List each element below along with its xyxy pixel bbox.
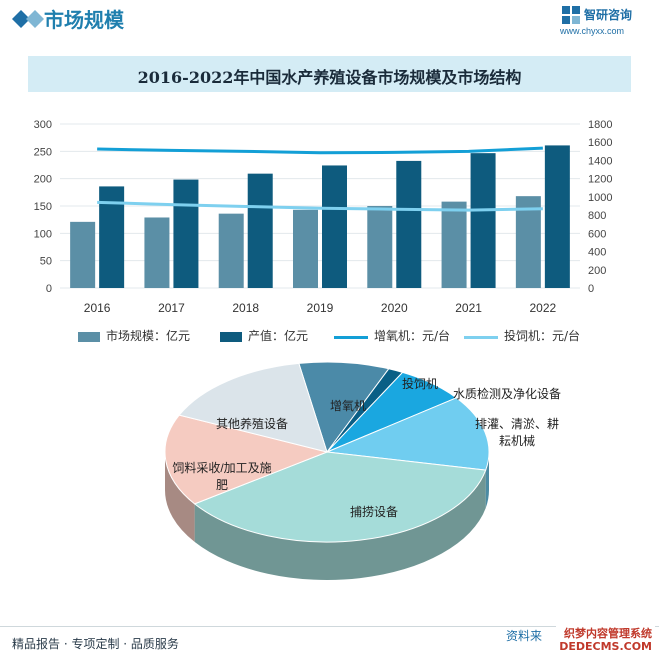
bar-market-size <box>144 217 170 288</box>
x-tick-label: 2019 <box>307 301 334 315</box>
left-axis-tick-label: 50 <box>40 256 52 268</box>
left-axis-tick-label: 100 <box>34 228 52 240</box>
pie-slice-label: 耘机械 <box>499 433 535 448</box>
line-feeder-price <box>97 200 543 212</box>
title-band <box>28 56 631 92</box>
pie-slice-label: 投饲机 <box>402 376 438 391</box>
pie-side-wall <box>165 452 195 542</box>
pie-slice-label: 饲料采收/加工及施 <box>172 461 271 475</box>
legend-label: 产值：亿元 <box>248 329 309 343</box>
x-tick-label: 2021 <box>455 301 482 315</box>
right-axis-tick-label: 600 <box>588 228 606 240</box>
right-axis-tick-label: 800 <box>588 210 606 222</box>
pie-slice <box>325 397 490 471</box>
x-tick-label: 2017 <box>158 301 185 315</box>
bar-market-size <box>293 209 318 288</box>
watermark-line: DEDECMS.COM <box>559 640 652 653</box>
pie-slice-label: 水质检测及净化设备 <box>453 386 561 401</box>
pie-slice <box>178 362 328 453</box>
watermark-line: 织梦内容管理系统 <box>564 627 652 640</box>
right-axis-tick-label: 1400 <box>588 155 612 167</box>
pie-side-wall <box>194 470 486 580</box>
right-axis-tick-label: 1000 <box>588 192 612 204</box>
pie-slice <box>193 451 487 543</box>
bar-market-size <box>70 221 96 288</box>
left-axis-tick-label: 200 <box>34 174 52 186</box>
legend-label: 投饲机：元/台 <box>504 329 581 343</box>
bar-output-value <box>396 160 422 288</box>
bar-market-size <box>515 196 541 288</box>
right-axis-tick-label: 200 <box>588 265 606 277</box>
page-header: 市场规模 智研咨询 www.chyxx.com <box>0 0 659 42</box>
pie-slice <box>298 361 390 454</box>
bar-output-value <box>322 165 347 288</box>
pie-slice-label: 肥 <box>216 478 228 492</box>
legend-label: 增氧机：元/台 <box>374 329 451 343</box>
brand-url: www.chyxx.com <box>560 26 625 36</box>
right-axis-tick-label: 1200 <box>588 174 612 186</box>
pie-slice-label: 其他养殖设备 <box>216 416 288 431</box>
pie-slice <box>164 414 329 505</box>
left-axis-tick-label: 150 <box>34 201 52 213</box>
section-title: 市场规模 <box>44 8 124 32</box>
chart-legend: 市场规模：亿元 产值：亿元 增氧机：元/台 投饲机：元/台 <box>78 327 638 345</box>
pie-slice-label: 排灌、清淤、耕 <box>475 416 559 431</box>
legend-label: 市场规模：亿元 <box>106 329 191 343</box>
section-marker-icon <box>12 10 44 28</box>
combo-chart: 0 50 100 150 200 250 300 0 200 400 600 800 1000 1200 1… <box>34 119 613 315</box>
x-tick-label: 2022 <box>530 301 557 315</box>
bar-output-value <box>544 145 570 288</box>
line-aerator-price <box>97 146 543 155</box>
footer-source: 资料来 <box>506 629 543 643</box>
legend-line <box>334 336 368 339</box>
right-axis-tick-label: 1800 <box>588 119 612 131</box>
legend-swatch <box>78 332 100 342</box>
x-tick-label: 2020 <box>381 301 408 315</box>
bar-output-value <box>247 173 273 288</box>
bar-output-value <box>470 153 496 288</box>
right-axis-tick-label: 0 <box>588 283 594 295</box>
footer-slogan: 精品报告 · 专项定制 · 品质服务 <box>12 637 179 651</box>
pie-side-wall <box>485 452 489 509</box>
brand-logo-icon <box>562 6 580 24</box>
legend-line <box>464 336 498 339</box>
pie-slice-label: 增氧机 <box>330 399 366 413</box>
page-footer: 精品报告 · 专项定制 · 品质服务 资料来 <box>0 626 659 657</box>
bar-market-size <box>441 201 467 288</box>
brand-name: 智研咨询 <box>584 8 633 22</box>
left-axis-tick-label: 0 <box>46 283 52 295</box>
pie-slice-label: 捕捞设备 <box>350 504 398 519</box>
legend-swatch <box>220 332 242 342</box>
x-tick-label: 2018 <box>232 301 259 315</box>
right-axis-tick-label: 400 <box>588 247 606 259</box>
watermark-badge: 织梦内容管理系统 DEDECMS.COM <box>556 626 655 654</box>
chart-title: 2016-2022年中国水产养殖设备市场规模及市场结构 <box>137 68 522 87</box>
bar-market-size <box>367 206 393 288</box>
left-axis-tick-label: 300 <box>34 119 52 131</box>
bar-market-size <box>218 213 244 288</box>
left-axis-tick-label: 250 <box>34 146 52 158</box>
bar-output-value <box>173 179 199 288</box>
x-tick-label: 2016 <box>84 301 111 315</box>
right-axis-tick-label: 1600 <box>588 137 612 149</box>
